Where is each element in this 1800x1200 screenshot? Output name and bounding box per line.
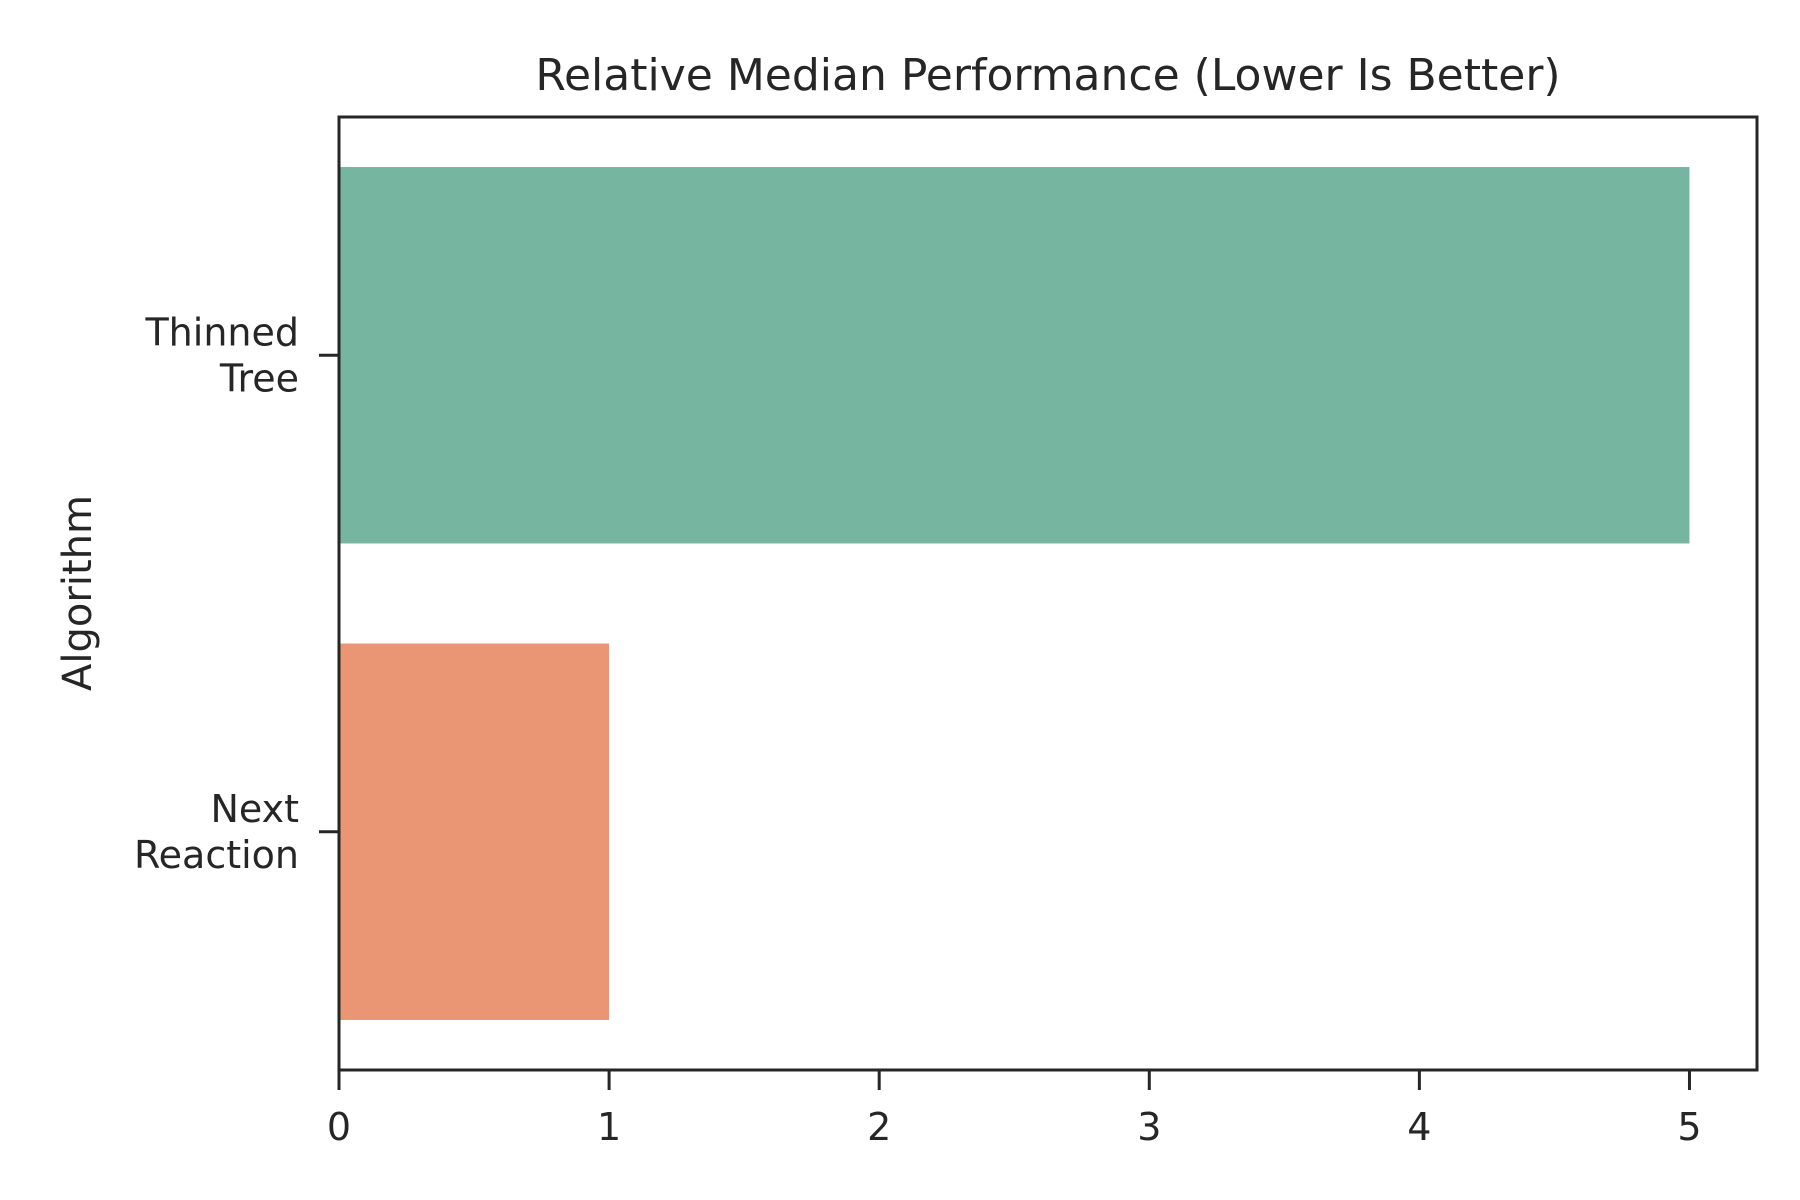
y-tick-label-line: Reaction bbox=[134, 833, 299, 877]
x-tick-label: 2 bbox=[867, 1105, 891, 1149]
y-tick-label: Next Reaction bbox=[134, 787, 299, 877]
chart-title: Relative Median Performance (Lower Is Be… bbox=[535, 50, 1560, 101]
x-tick-label: 4 bbox=[1407, 1105, 1431, 1149]
y-axis: Thinned Tree Next Reaction bbox=[134, 310, 339, 877]
y-tick-label-line: Tree bbox=[219, 356, 299, 400]
y-tick-label-line: Next bbox=[210, 787, 299, 831]
plot-frame bbox=[337, 115, 1759, 1072]
y-tick-label-line: Thinned bbox=[144, 310, 299, 354]
x-axis: 0 1 2 3 4 5 bbox=[327, 1070, 1702, 1149]
x-tick-label: 3 bbox=[1137, 1105, 1161, 1149]
y-axis-label: Algorithm bbox=[55, 495, 101, 691]
bar-0 bbox=[339, 167, 1690, 544]
x-tick-label: 1 bbox=[597, 1105, 621, 1149]
x-tick-label: 0 bbox=[327, 1105, 351, 1149]
y-tick-label: Thinned Tree bbox=[144, 310, 299, 400]
x-tick-label: 5 bbox=[1677, 1105, 1701, 1149]
bar-1 bbox=[339, 643, 610, 1020]
bars bbox=[339, 167, 1690, 1020]
